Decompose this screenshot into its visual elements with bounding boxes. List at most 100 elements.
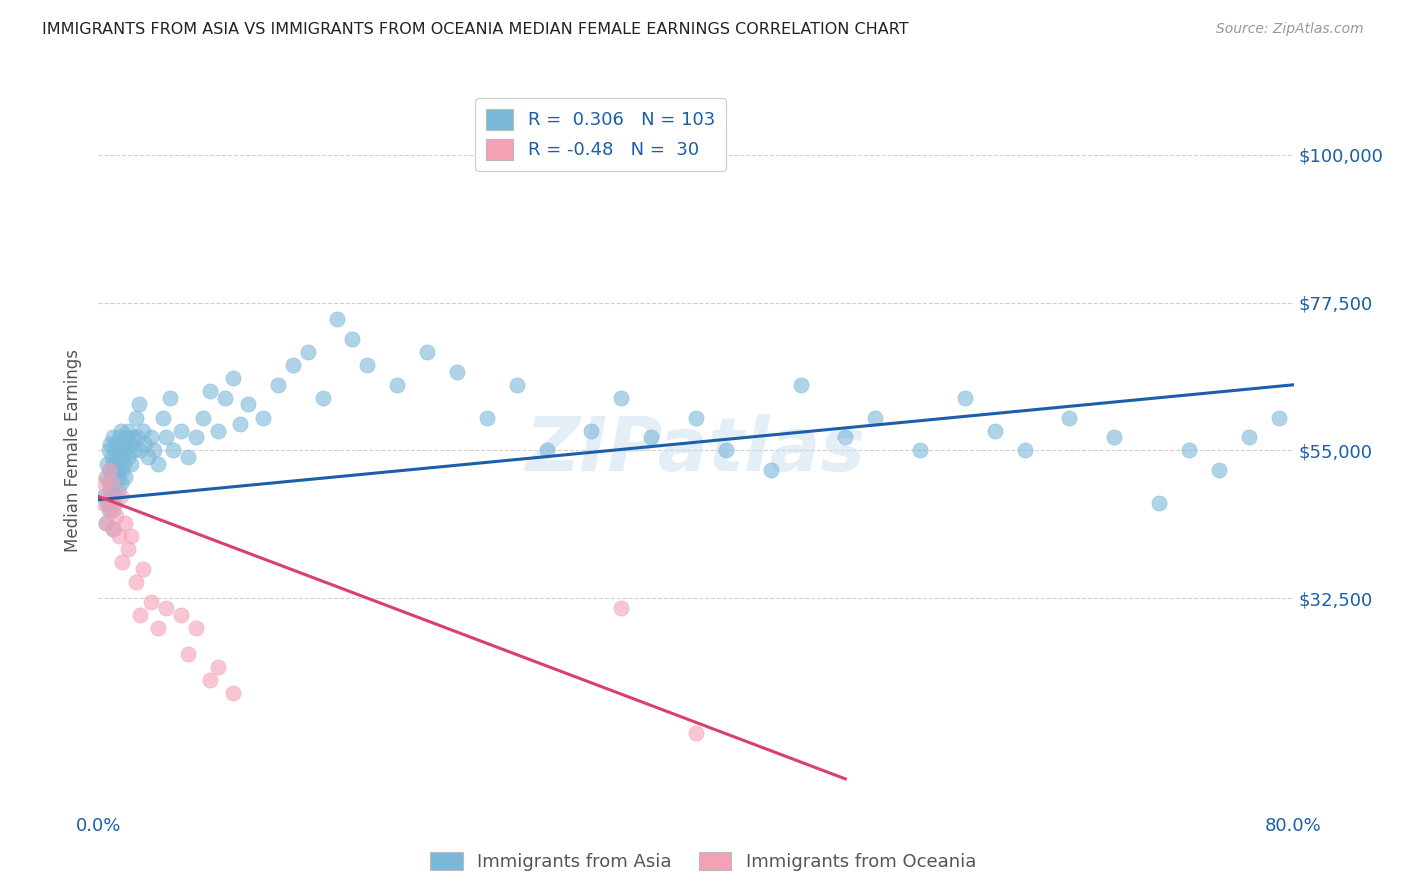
- Point: [117, 424, 139, 438]
- Point: [640, 430, 662, 444]
- Point: [984, 424, 1007, 438]
- Point: [759, 463, 782, 477]
- Point: [834, 430, 856, 444]
- Point: [475, 410, 498, 425]
- Point: [685, 726, 707, 740]
- Point: [93, 476, 115, 491]
- Point: [1237, 430, 1260, 444]
- Point: [101, 450, 124, 464]
- Point: [103, 476, 125, 491]
- Point: [98, 483, 122, 497]
- Point: [117, 541, 139, 556]
- Point: [142, 443, 165, 458]
- Point: [200, 384, 222, 399]
- Point: [610, 391, 633, 405]
- Point: [129, 607, 152, 622]
- Point: [105, 509, 128, 524]
- Point: [139, 594, 162, 608]
- Point: [91, 496, 114, 510]
- Point: [111, 450, 134, 464]
- Point: [115, 430, 138, 444]
- Point: [191, 410, 214, 425]
- Point: [98, 463, 122, 477]
- Point: [326, 312, 349, 326]
- Point: [105, 457, 128, 471]
- Point: [125, 410, 148, 425]
- Point: [112, 437, 135, 451]
- Point: [908, 443, 931, 458]
- Point: [184, 621, 207, 635]
- Point: [125, 574, 148, 589]
- Point: [136, 450, 159, 464]
- Point: [356, 358, 378, 372]
- Point: [103, 522, 125, 536]
- Point: [581, 424, 603, 438]
- Point: [685, 410, 707, 425]
- Point: [94, 469, 117, 483]
- Point: [110, 490, 132, 504]
- Point: [108, 529, 131, 543]
- Point: [789, 377, 811, 392]
- Point: [107, 483, 129, 497]
- Point: [97, 502, 120, 516]
- Point: [132, 424, 155, 438]
- Point: [96, 496, 118, 510]
- Point: [114, 443, 136, 458]
- Point: [118, 437, 141, 451]
- Point: [104, 496, 127, 510]
- Point: [108, 463, 131, 477]
- Point: [120, 457, 142, 471]
- Point: [207, 424, 229, 438]
- Point: [159, 391, 181, 405]
- Point: [162, 443, 184, 458]
- Point: [252, 410, 274, 425]
- Point: [94, 516, 117, 530]
- Point: [97, 463, 120, 477]
- Point: [112, 457, 135, 471]
- Point: [108, 430, 131, 444]
- Point: [120, 529, 142, 543]
- Point: [114, 469, 136, 483]
- Point: [148, 457, 170, 471]
- Text: Source: ZipAtlas.com: Source: ZipAtlas.com: [1216, 22, 1364, 37]
- Point: [177, 647, 200, 661]
- Point: [104, 490, 127, 504]
- Point: [132, 562, 155, 576]
- Y-axis label: Median Female Earnings: Median Female Earnings: [65, 349, 83, 552]
- Point: [506, 377, 529, 392]
- Point: [103, 430, 125, 444]
- Point: [267, 377, 290, 392]
- Point: [311, 391, 333, 405]
- Point: [96, 457, 118, 471]
- Point: [104, 443, 127, 458]
- Point: [129, 443, 152, 458]
- Point: [281, 358, 304, 372]
- Point: [110, 476, 132, 491]
- Point: [1208, 463, 1230, 477]
- Point: [169, 424, 191, 438]
- Point: [96, 490, 118, 504]
- Point: [610, 601, 633, 615]
- Point: [117, 450, 139, 464]
- Point: [103, 457, 125, 471]
- Point: [1104, 430, 1126, 444]
- Point: [105, 437, 128, 451]
- Point: [1147, 496, 1170, 510]
- Point: [103, 522, 125, 536]
- Point: [104, 463, 127, 477]
- Point: [536, 443, 558, 458]
- Point: [446, 365, 468, 379]
- Point: [865, 410, 887, 425]
- Point: [222, 686, 245, 700]
- Point: [111, 463, 134, 477]
- Point: [222, 371, 245, 385]
- Point: [148, 621, 170, 635]
- Point: [107, 450, 129, 464]
- Point: [200, 673, 222, 688]
- Point: [110, 443, 132, 458]
- Point: [714, 443, 737, 458]
- Point: [207, 660, 229, 674]
- Point: [128, 397, 150, 411]
- Point: [101, 490, 124, 504]
- Point: [169, 607, 191, 622]
